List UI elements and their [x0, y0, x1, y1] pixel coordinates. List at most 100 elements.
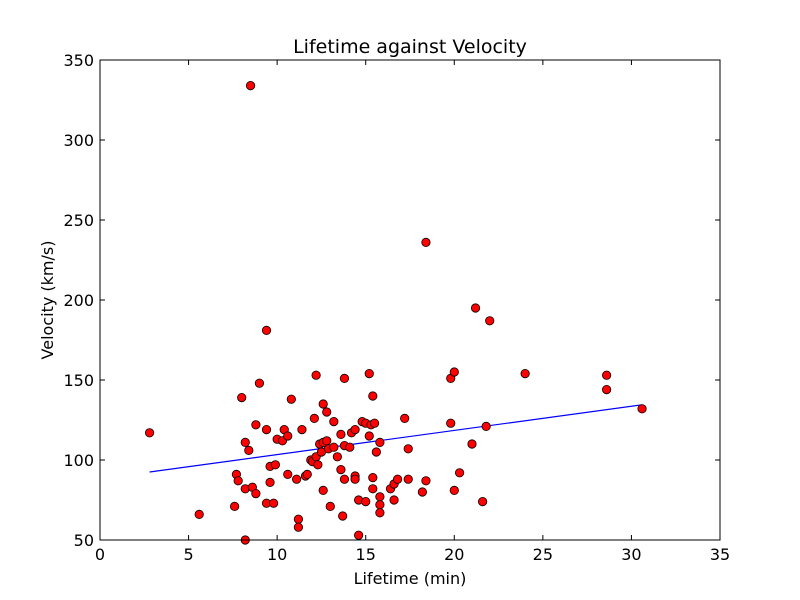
data-point: [261, 424, 272, 435]
data-point: [292, 474, 302, 484]
data-point: [481, 421, 491, 431]
data-point: [520, 368, 530, 379]
y-tick-label: 50: [74, 531, 94, 550]
data-point: [392, 474, 403, 484]
data-point: [251, 488, 261, 499]
axis-ticks: [99, 59, 721, 541]
y-tick-labels: 50 100 150 200 250 300 350: [63, 51, 94, 550]
data-point: [371, 447, 381, 457]
data-point: [454, 468, 465, 478]
data-point: [339, 474, 350, 484]
data-point: [297, 424, 307, 435]
y-tick-label: 350: [63, 51, 94, 70]
x-tick-label: 25: [533, 545, 553, 564]
data-point: [375, 437, 385, 447]
data-point: [485, 316, 495, 326]
data-point: [470, 303, 481, 313]
data-point: [449, 485, 459, 495]
y-tick-label: 250: [63, 211, 94, 230]
x-tick-label: 10: [267, 545, 287, 564]
regression-line: [149, 404, 643, 473]
data-point: [261, 325, 272, 335]
data-point: [322, 436, 332, 446]
x-tick-labels: 0 5 10 15 20 25 30 35: [95, 545, 730, 564]
data-point: [361, 496, 371, 507]
data-point: [283, 431, 293, 441]
data-point: [329, 442, 339, 452]
data-point: [233, 476, 243, 486]
data-point: [369, 418, 380, 428]
y-tick-label: 300: [63, 131, 94, 150]
data-point: [350, 474, 360, 484]
y-tick-label: 200: [63, 291, 94, 310]
data-point: [417, 487, 427, 497]
data-point: [251, 420, 261, 430]
data-point: [421, 237, 431, 247]
data-point: [364, 431, 374, 441]
x-tick-label: 15: [356, 545, 376, 564]
data-point: [339, 373, 350, 383]
data-point: [309, 413, 319, 423]
x-tick-label: 20: [444, 545, 464, 564]
plot-area: [100, 60, 720, 540]
data-point: [602, 384, 612, 395]
data-point: [265, 477, 275, 487]
data-point: [237, 392, 247, 403]
data-point: [311, 370, 321, 380]
data-point: [322, 407, 332, 417]
data-point: [302, 469, 312, 479]
data-point: [270, 460, 280, 470]
data-point: [375, 508, 385, 518]
data-point: [240, 437, 250, 447]
data-point: [329, 416, 339, 427]
data-point: [254, 378, 265, 388]
data-points: [145, 81, 647, 545]
data-point: [446, 418, 456, 428]
y-tick-label: 150: [63, 371, 94, 390]
data-point: [145, 428, 155, 438]
data-point: [478, 496, 488, 507]
data-point: [637, 404, 647, 414]
data-point: [336, 464, 346, 475]
data-point: [244, 445, 254, 455]
data-point: [283, 469, 293, 479]
data-point: [318, 399, 328, 409]
x-axis-label: Lifetime (min): [354, 569, 467, 588]
data-point: [345, 442, 355, 452]
data-point: [194, 509, 204, 520]
data-point: [400, 413, 410, 423]
data-point: [375, 492, 385, 502]
data-point: [318, 485, 328, 495]
y-tick-label: 100: [63, 451, 94, 470]
chart-title: Lifetime against Velocity: [293, 36, 527, 58]
data-point: [293, 514, 303, 524]
data-point: [403, 444, 413, 454]
x-tick-label: 35: [710, 545, 730, 564]
data-point: [368, 391, 378, 401]
data-point: [354, 530, 364, 540]
data-point: [449, 367, 459, 377]
data-point: [375, 500, 385, 510]
data-point: [421, 476, 431, 486]
data-point: [313, 460, 323, 470]
data-point: [293, 522, 303, 532]
data-point: [467, 439, 477, 449]
data-point: [389, 495, 399, 505]
fit-line-layer: [149, 404, 643, 473]
y-axis-label: Velocity (km/s): [38, 241, 57, 360]
data-point: [338, 511, 348, 521]
data-point: [403, 474, 413, 484]
x-tick-label: 30: [621, 545, 641, 564]
data-point: [368, 472, 378, 483]
data-point: [268, 498, 279, 508]
data-point: [325, 501, 335, 511]
data-point: [350, 424, 360, 435]
data-point: [364, 368, 374, 379]
data-point: [336, 429, 346, 439]
data-point: [368, 484, 378, 494]
x-tick-label: 5: [183, 545, 193, 564]
data-point: [286, 394, 296, 404]
data-point: [332, 452, 342, 462]
data-point: [245, 81, 256, 91]
